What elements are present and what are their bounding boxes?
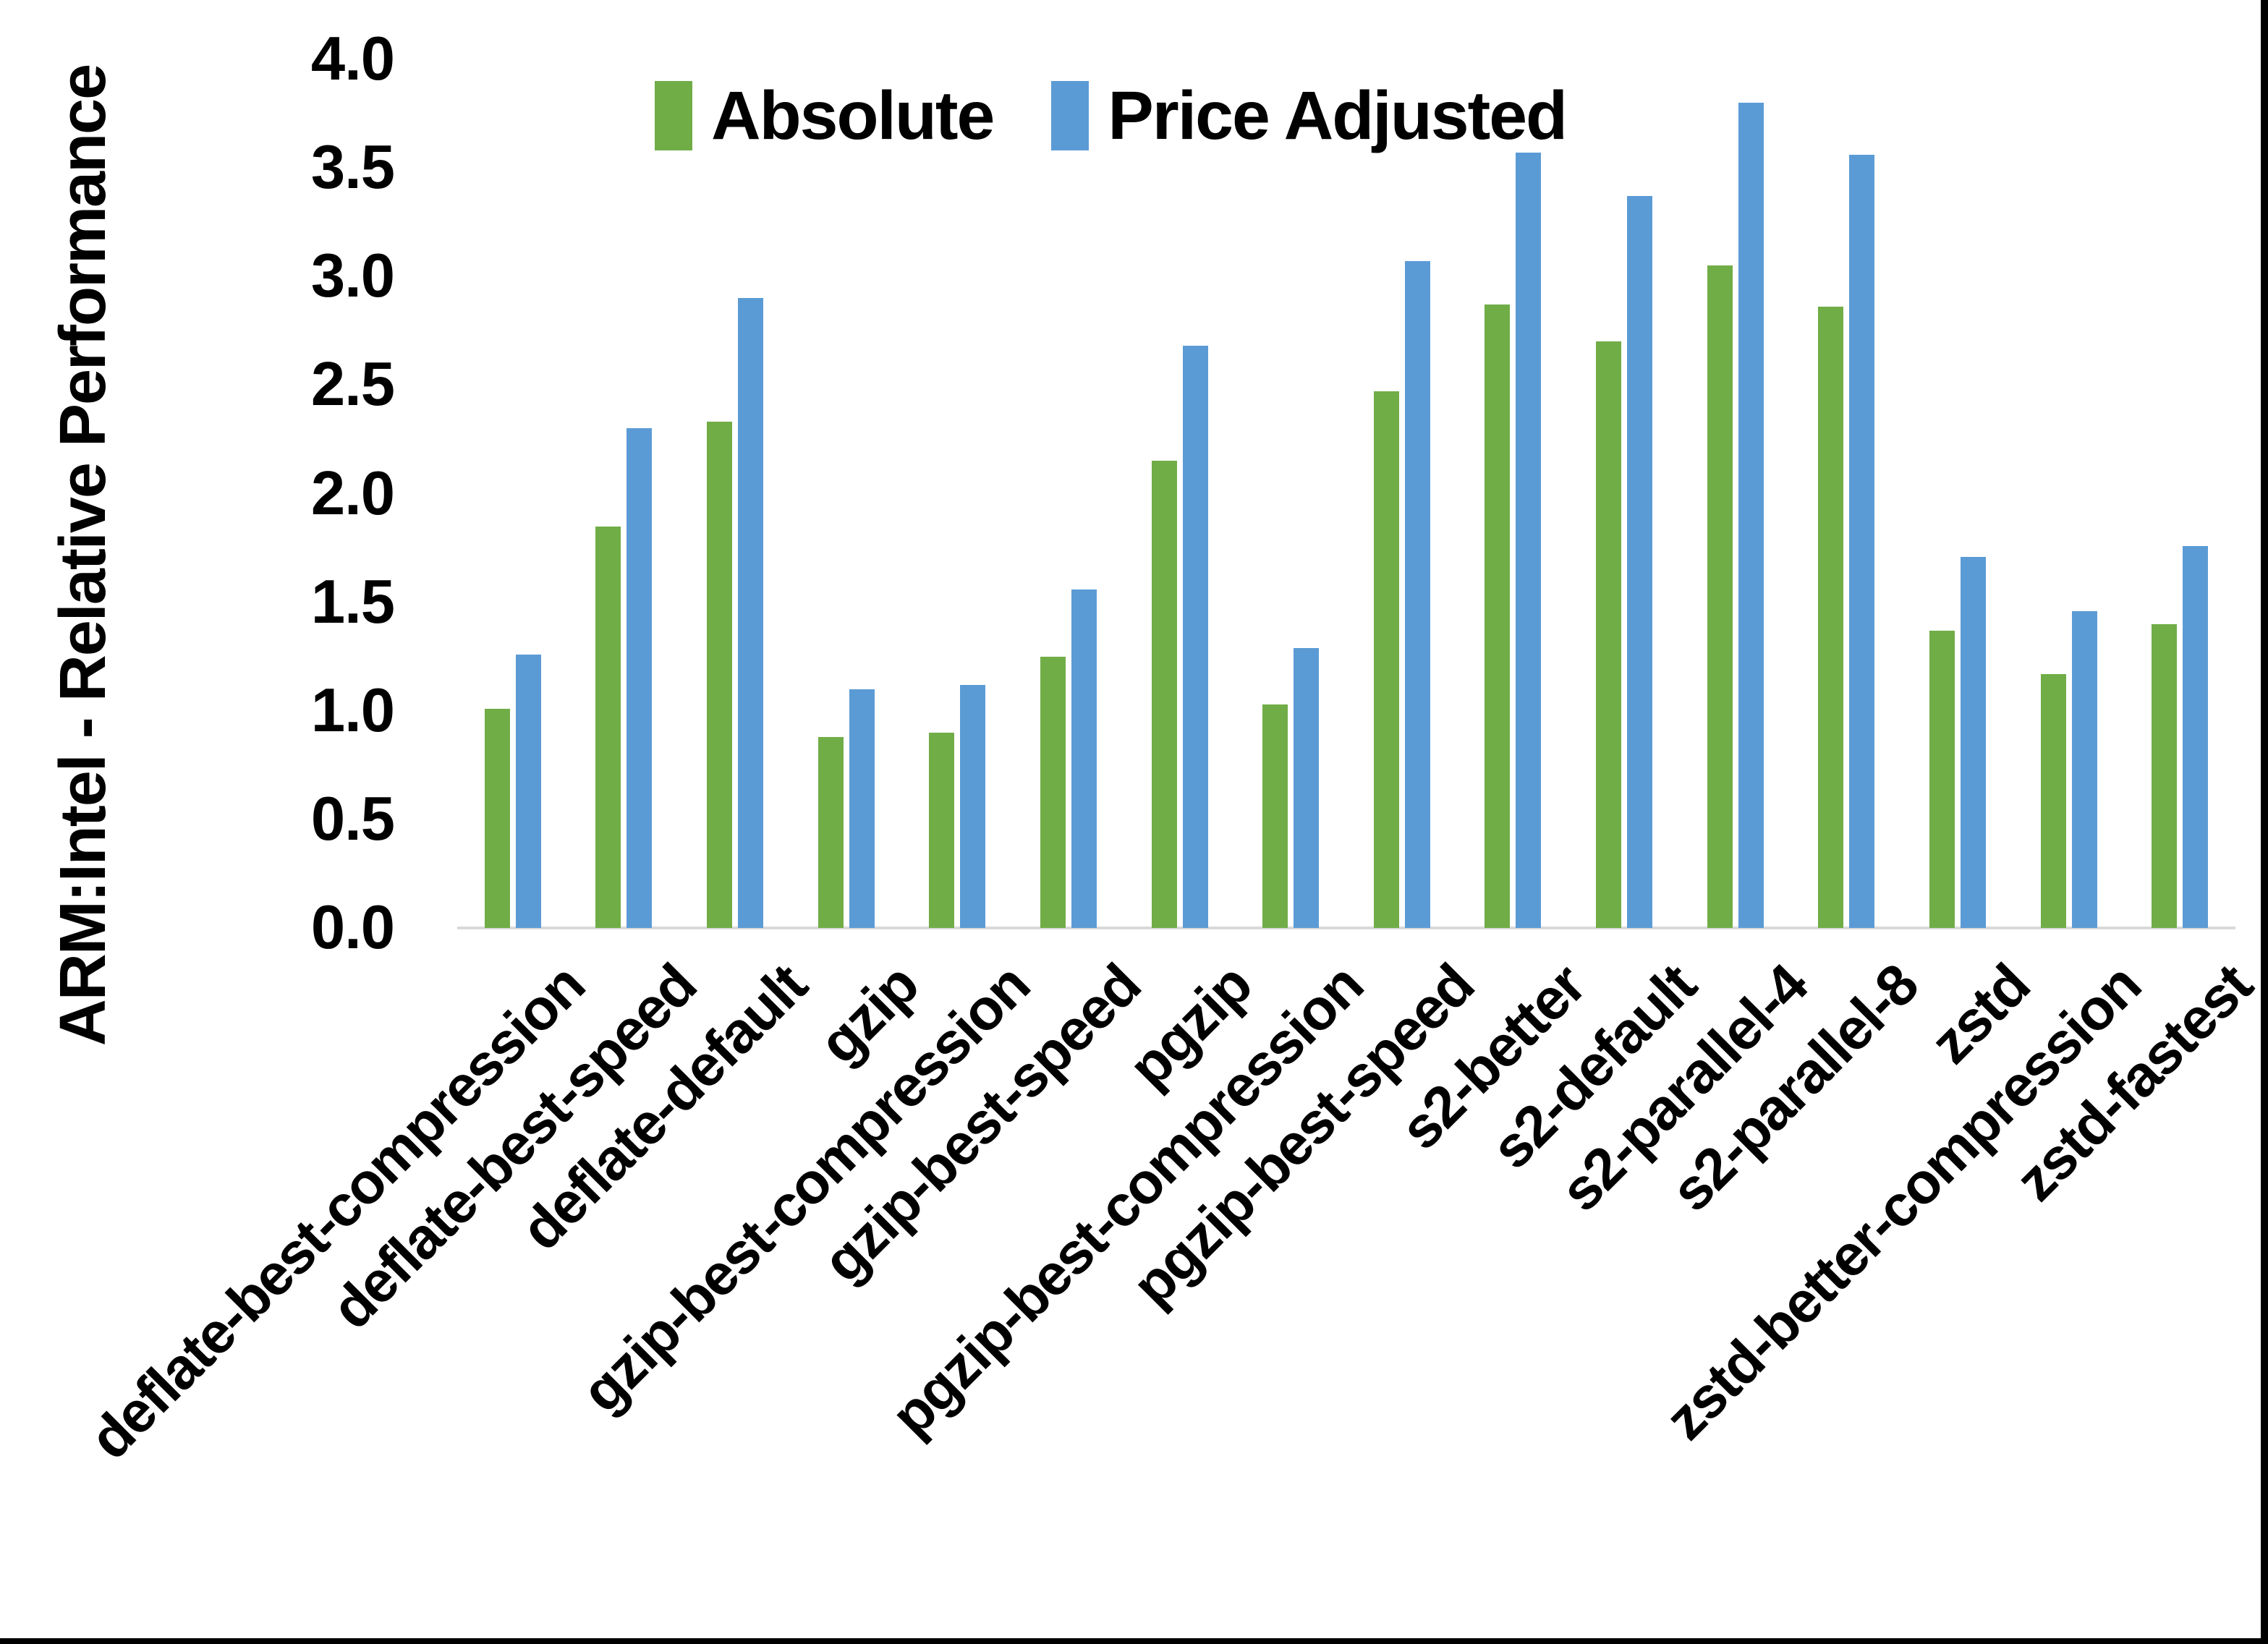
legend: Absolute Price Adjusted bbox=[655, 72, 1568, 159]
bar-price-adjusted-zstd bbox=[1960, 556, 1986, 928]
bar-absolute-gzip-best-compression bbox=[929, 732, 955, 928]
y-axis-tick-label: 2.0 bbox=[310, 459, 395, 528]
legend-swatch-absolute bbox=[655, 81, 692, 150]
bar-price-adjusted-zstd-fastest bbox=[2183, 545, 2209, 928]
bar-price-adjusted-s2-better bbox=[1516, 153, 1542, 928]
bar-absolute-gzip bbox=[817, 736, 844, 928]
bar-price-adjusted-pgzip-best-speed bbox=[1404, 261, 1430, 928]
bar-absolute-deflate-best-speed bbox=[595, 526, 621, 928]
bar-absolute-deflate-default bbox=[707, 422, 733, 928]
bar-absolute-zstd-better-compression bbox=[2040, 673, 2066, 928]
bar-absolute-s2-default bbox=[1596, 341, 1622, 928]
legend-swatch-price-adjusted bbox=[1051, 81, 1090, 150]
x-axis-line bbox=[457, 927, 2235, 929]
y-axis-tick-label: 1.0 bbox=[310, 676, 395, 745]
bar-absolute-s2-better bbox=[1485, 304, 1511, 928]
bar-absolute-s2-parallel-4 bbox=[1707, 265, 1733, 928]
bar-price-adjusted-gzip-best-speed bbox=[1071, 589, 1097, 928]
bar-price-adjusted-deflate-best-compression bbox=[515, 654, 541, 928]
bar-price-adjusted-s2-parallel-8 bbox=[1849, 155, 1875, 928]
bar-absolute-zstd-fastest bbox=[2152, 623, 2178, 928]
bar-price-adjusted-zstd-better-compression bbox=[2071, 610, 2097, 928]
y-axis-tick-label: 3.5 bbox=[310, 133, 395, 203]
bar-absolute-pgzip-best-speed bbox=[1373, 391, 1399, 928]
bar-price-adjusted-s2-default bbox=[1627, 196, 1653, 928]
legend-label-price-adjusted: Price Adjusted bbox=[1108, 77, 1568, 154]
y-axis-tick-label: 0.0 bbox=[310, 893, 395, 962]
y-axis-tick-label: 2.5 bbox=[310, 350, 395, 419]
bar-price-adjusted-gzip-best-compression bbox=[960, 684, 986, 928]
screenshot-right-border bbox=[2261, 0, 2268, 1644]
bar-absolute-pgzip-best-compression bbox=[1262, 704, 1288, 928]
screenshot-bottom-border bbox=[0, 1638, 2268, 1644]
bar-absolute-gzip-best-speed bbox=[1040, 656, 1066, 928]
bar-absolute-pgzip bbox=[1151, 461, 1177, 928]
bar-absolute-s2-parallel-8 bbox=[1818, 307, 1844, 928]
bar-price-adjusted-gzip bbox=[849, 689, 875, 928]
bar-price-adjusted-deflate-best-speed bbox=[627, 428, 653, 928]
bar-absolute-deflate-best-compression bbox=[484, 708, 510, 928]
y-axis-tick-label: 3.0 bbox=[310, 242, 395, 311]
bar-price-adjusted-deflate-default bbox=[738, 298, 764, 928]
bar-price-adjusted-pgzip bbox=[1182, 346, 1208, 928]
bar-price-adjusted-s2-parallel-4 bbox=[1738, 103, 1764, 928]
y-axis-tick-label: 4.0 bbox=[310, 25, 395, 93]
bar-price-adjusted-pgzip-best-compression bbox=[1294, 647, 1320, 928]
legend-label-absolute: Absolute bbox=[711, 77, 995, 154]
bar-absolute-zstd bbox=[1929, 630, 1955, 928]
y-axis-tick-label: 1.5 bbox=[310, 567, 395, 636]
y-axis-tick-label: 0.5 bbox=[310, 784, 395, 853]
